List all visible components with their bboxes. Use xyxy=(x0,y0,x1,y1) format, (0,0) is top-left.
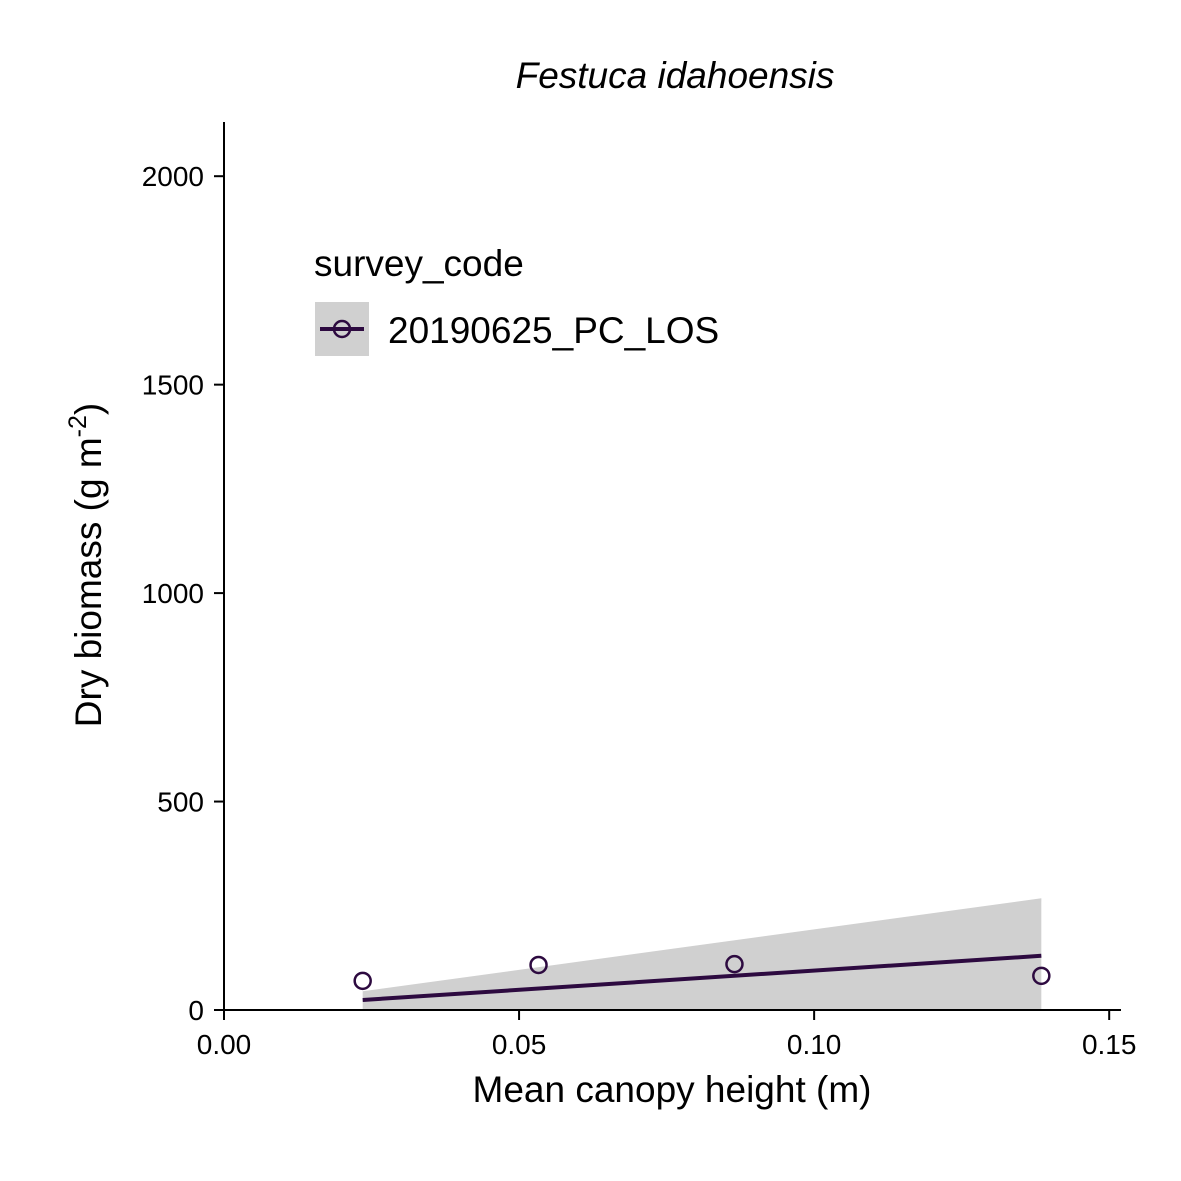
legend-label: 20190625_PC_LOS xyxy=(388,310,719,351)
x-tick-label: 0.00 xyxy=(197,1029,252,1060)
x-axis-ticks: 0.00 0.05 0.10 0.15 xyxy=(197,1010,1137,1060)
x-tick-label: 0.15 xyxy=(1082,1029,1137,1060)
y-tick-label: 1500 xyxy=(142,370,204,401)
y-tick-label: 1000 xyxy=(142,578,204,609)
x-tick-label: 0.10 xyxy=(787,1029,842,1060)
y-axis-title-close: ) xyxy=(68,403,109,415)
y-axis-title: Dry biomass (g m-2) xyxy=(64,403,109,727)
data-point xyxy=(353,971,372,991)
legend-key-marker xyxy=(332,319,352,339)
data-point xyxy=(1032,966,1051,986)
y-tick-label: 0 xyxy=(188,995,204,1026)
y-axis-ticks: 0 500 1000 1500 2000 xyxy=(142,161,224,1026)
legend-title: survey_code xyxy=(314,243,524,284)
fit-line xyxy=(362,953,1042,1002)
data-points xyxy=(353,954,1051,991)
y-tick-label: 500 xyxy=(157,787,204,818)
chart-title: Festuca idahoensis xyxy=(516,55,835,96)
data-point xyxy=(529,955,548,975)
y-tick-label: 2000 xyxy=(142,161,204,192)
legend: survey_code 20190625_PC_LOS xyxy=(314,243,719,356)
x-axis-title: Mean canopy height (m) xyxy=(473,1069,872,1110)
data-point xyxy=(725,954,744,974)
plot-area xyxy=(353,898,1051,1010)
y-axis-title-superscript: -2 xyxy=(64,415,92,437)
confidence-band xyxy=(362,898,1042,1010)
y-axis-title-main: Dry biomass (g m xyxy=(68,437,109,727)
x-tick-label: 0.05 xyxy=(492,1029,547,1060)
